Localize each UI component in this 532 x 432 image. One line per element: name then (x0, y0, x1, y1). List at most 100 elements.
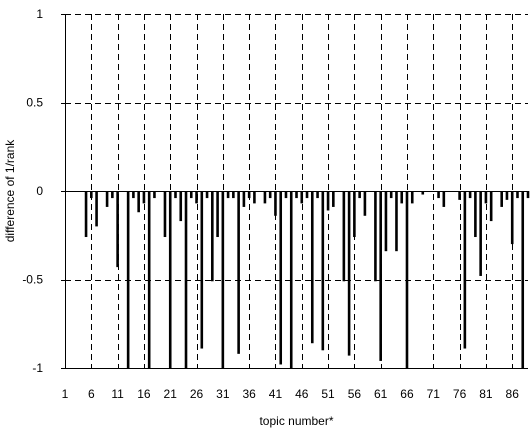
bar (479, 191, 482, 276)
bar (205, 191, 209, 199)
bar (147, 191, 151, 368)
x-tick-label: 56 (348, 387, 362, 401)
bar (237, 191, 240, 354)
bar (342, 191, 346, 282)
bar (316, 191, 319, 199)
bar (142, 191, 146, 204)
x-tick-label: 66 (400, 387, 414, 401)
bar (163, 191, 167, 238)
bar (226, 191, 230, 199)
bar (279, 191, 283, 365)
bar (84, 191, 88, 238)
bar (353, 191, 356, 238)
bar-series (84, 191, 530, 368)
x-tick-label: 16 (137, 387, 151, 401)
bar (500, 191, 503, 207)
x-tick-label: 86 (506, 387, 520, 401)
y-tick-label: 0 (36, 184, 43, 198)
bar (510, 191, 514, 245)
bar (310, 191, 314, 344)
y-tick-label: 0.5 (26, 96, 43, 110)
bar (216, 191, 219, 238)
bar (384, 191, 388, 252)
bar (232, 191, 235, 199)
bar (284, 191, 288, 199)
x-tick-label: 51 (321, 387, 335, 401)
bar (263, 191, 267, 204)
bar (268, 191, 272, 199)
bar (374, 191, 377, 282)
bar (347, 191, 351, 356)
x-tick-label: 26 (190, 387, 204, 401)
bar (395, 191, 398, 252)
bar (363, 191, 367, 216)
bar (105, 191, 109, 207)
bar (168, 191, 172, 368)
y-tick-label: -0.5 (22, 273, 43, 287)
x-tick-label: 31 (216, 387, 230, 401)
bar (116, 191, 119, 268)
bar (468, 191, 472, 199)
bar (200, 191, 204, 349)
bar (253, 191, 256, 204)
bar (463, 191, 467, 349)
bar (95, 191, 98, 227)
bar (332, 191, 335, 207)
bar (247, 191, 251, 199)
bar (516, 191, 519, 199)
x-tick-label: 21 (164, 387, 178, 401)
x-tick-label: 76 (453, 387, 467, 401)
x-tick-label: 11 (111, 387, 124, 401)
bar (389, 191, 393, 199)
bar (437, 191, 440, 199)
y-axis-label: difference of 1/rank (3, 139, 17, 243)
bar (400, 191, 404, 204)
bar (174, 191, 177, 199)
axes (65, 14, 528, 369)
x-tick-label: 81 (479, 387, 493, 401)
x-tick-label: 6 (88, 387, 95, 401)
x-tick-label: 36 (242, 387, 256, 401)
bar (326, 191, 330, 211)
bar (195, 191, 198, 204)
x-tick-label: 71 (427, 387, 441, 401)
bar (421, 191, 425, 195)
bar (289, 191, 293, 368)
bar (410, 191, 414, 204)
bar (321, 191, 325, 351)
x-tick-label: 41 (269, 387, 283, 401)
bar (137, 191, 140, 213)
tick-labels: 10.50-0.5-11 6 11 16 21 26 31 36 41 46 51 56 61 66 71 7… (22, 7, 519, 401)
bar (521, 191, 525, 368)
bar (132, 191, 135, 199)
bar (274, 191, 277, 216)
bar (90, 191, 93, 199)
y-tick-label: -1 (32, 361, 43, 375)
bar (184, 191, 188, 368)
bar (221, 191, 225, 368)
bar (179, 191, 183, 222)
bar (111, 191, 114, 199)
bar (474, 191, 477, 238)
bar (126, 191, 130, 368)
x-tick-label: 1 (62, 387, 69, 401)
y-tick-label: 1 (36, 7, 43, 21)
x-tick-label: 46 (295, 387, 309, 401)
bar (484, 191, 488, 204)
bar (211, 191, 214, 282)
bar (526, 191, 530, 199)
bar (295, 191, 298, 199)
bar (505, 191, 509, 200)
x-axis-label: topic number* (259, 414, 333, 428)
bar (153, 191, 156, 199)
bar (379, 191, 382, 361)
bar (189, 191, 193, 199)
bar (242, 191, 246, 207)
bar (358, 191, 361, 199)
x-tick-label: 61 (374, 387, 388, 401)
bar (442, 191, 446, 207)
bar (305, 191, 309, 199)
bar (458, 191, 461, 200)
bar (300, 191, 304, 204)
